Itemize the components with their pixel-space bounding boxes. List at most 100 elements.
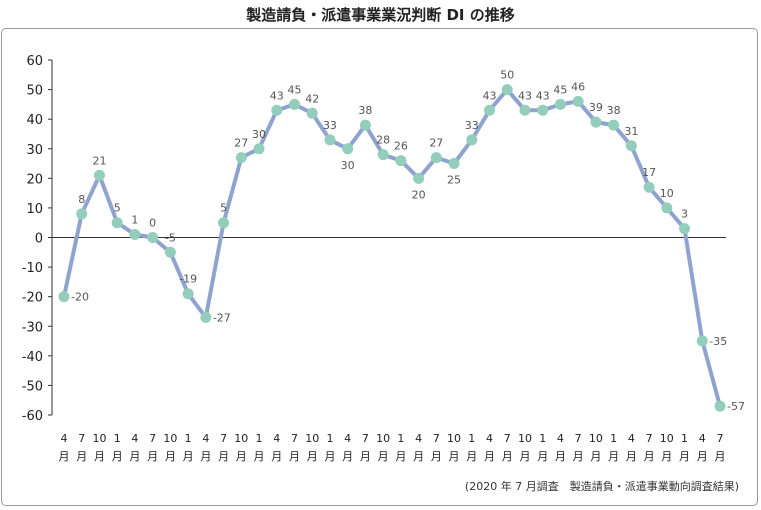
y-tick-label: -50 <box>22 379 43 394</box>
data-point <box>147 232 159 243</box>
x-tick-label: 4 <box>202 432 209 445</box>
y-tick-label: -60 <box>22 409 43 424</box>
x-tick-label: 1 <box>397 432 404 445</box>
x-tick-label: 10 <box>163 432 177 445</box>
data-point <box>572 95 584 107</box>
data-point <box>288 98 300 110</box>
x-tick-label: 1 <box>681 432 688 445</box>
x-tick-month-suffix: 月 <box>413 450 424 463</box>
x-tick-label: 1 <box>610 432 617 445</box>
data-label: -5 <box>165 231 176 244</box>
x-tick-month-suffix: 月 <box>165 450 176 463</box>
data-point <box>200 311 212 323</box>
data-point <box>324 134 336 146</box>
x-tick-month-suffix: 月 <box>112 450 123 463</box>
data-point <box>554 98 566 110</box>
x-tick-month-suffix: 月 <box>644 450 655 463</box>
x-tick-month-suffix: 月 <box>537 450 548 463</box>
x-tick-label: 4 <box>557 432 564 445</box>
x-tick-label: 1 <box>114 432 121 445</box>
data-point <box>218 217 230 229</box>
x-tick-month-suffix: 月 <box>378 450 389 463</box>
data-point <box>58 291 70 303</box>
y-tick-label: 20 <box>26 172 43 187</box>
data-label: 27 <box>429 137 443 150</box>
x-tick-month-suffix: 月 <box>608 450 619 463</box>
data-label: -19 <box>179 273 197 286</box>
data-point <box>306 107 318 119</box>
chart-title: 製造請負・派遣事業業況判断 DI の推移 <box>246 6 515 24</box>
data-point <box>93 169 105 181</box>
data-label: 20 <box>412 188 426 201</box>
x-tick-month-suffix: 月 <box>271 450 282 463</box>
x-tick-month-suffix: 月 <box>484 450 495 463</box>
data-point <box>182 288 194 300</box>
x-tick-label: 1 <box>256 432 263 445</box>
x-tick-label: 7 <box>149 432 156 445</box>
data-point <box>164 246 176 258</box>
x-tick-label: 7 <box>646 432 653 445</box>
x-tick-month-suffix: 月 <box>236 450 247 463</box>
data-label: 31 <box>624 125 638 138</box>
y-tick-label: 40 <box>26 113 43 128</box>
data-label: 28 <box>376 134 390 147</box>
data-label: 25 <box>447 174 461 187</box>
data-label: 43 <box>483 89 497 102</box>
x-tick-label: 1 <box>326 432 333 445</box>
data-label: -20 <box>71 291 89 304</box>
data-label: 45 <box>287 83 301 96</box>
x-tick-label: 4 <box>273 432 280 445</box>
data-point <box>76 208 88 220</box>
x-tick-month-suffix: 月 <box>307 450 318 463</box>
x-tick-label: 7 <box>717 432 724 445</box>
y-tick-label: 30 <box>26 143 43 158</box>
data-label: 43 <box>536 89 550 102</box>
x-tick-month-suffix: 月 <box>466 450 477 463</box>
x-tick-month-suffix: 月 <box>218 450 229 463</box>
data-point <box>608 119 620 131</box>
x-tick-label: 4 <box>344 432 351 445</box>
x-tick-label: 10 <box>234 432 248 445</box>
x-tick-month-suffix: 月 <box>555 450 566 463</box>
x-tick-label: 7 <box>362 432 369 445</box>
data-point <box>519 104 531 116</box>
data-label: -27 <box>213 311 231 324</box>
x-tick-month-suffix: 月 <box>519 450 530 463</box>
x-tick-label: 7 <box>220 432 227 445</box>
data-point <box>342 143 354 155</box>
x-tick-month-suffix: 月 <box>147 450 158 463</box>
y-tick-label: -40 <box>22 350 43 365</box>
x-tick-month-suffix: 月 <box>573 450 584 463</box>
x-tick-month-suffix: 月 <box>59 450 70 463</box>
x-tick-label: 4 <box>628 432 635 445</box>
data-label: 3 <box>681 208 688 221</box>
x-tick-label: 4 <box>486 432 493 445</box>
data-point <box>590 116 602 128</box>
x-tick-month-suffix: 月 <box>254 450 265 463</box>
x-tick-label: 7 <box>291 432 298 445</box>
data-point <box>111 217 123 229</box>
data-point <box>501 84 513 96</box>
data-point <box>484 104 496 116</box>
data-label: 46 <box>571 80 585 93</box>
data-point <box>271 104 283 116</box>
data-point <box>430 152 442 164</box>
data-label: 0 <box>149 217 156 230</box>
data-label: 38 <box>358 104 372 117</box>
data-point <box>643 181 655 193</box>
x-tick-month-suffix: 月 <box>76 450 87 463</box>
data-point <box>377 149 389 161</box>
data-label: 21 <box>92 154 106 167</box>
data-point <box>661 202 673 214</box>
x-tick-label: 10 <box>376 432 390 445</box>
x-tick-label: 10 <box>447 432 461 445</box>
data-label: 33 <box>323 119 337 132</box>
data-label: -35 <box>709 335 727 348</box>
data-label: 30 <box>341 159 355 172</box>
x-tick-month-suffix: 月 <box>502 450 513 463</box>
y-tick-label: 50 <box>26 84 43 99</box>
data-label: 43 <box>518 89 532 102</box>
x-tick-month-suffix: 月 <box>360 450 371 463</box>
data-label: 5 <box>220 202 227 215</box>
